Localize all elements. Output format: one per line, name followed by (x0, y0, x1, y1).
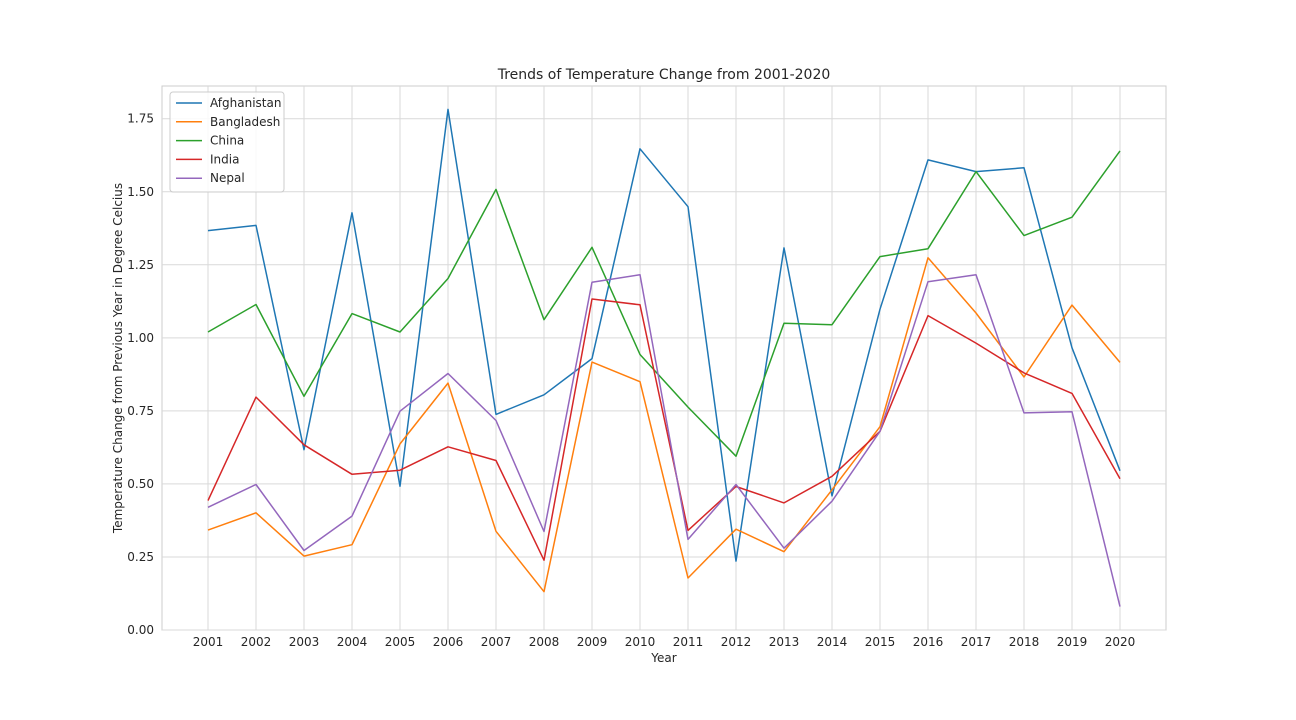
y-tick-label: 0.75 (127, 404, 154, 418)
x-tick-label: 2008 (529, 635, 560, 649)
x-tick-label: 2019 (1057, 635, 1088, 649)
x-tick-label: 2003 (289, 635, 320, 649)
series-line-china (207, 150, 1121, 457)
x-tick-label: 2012 (721, 635, 752, 649)
legend-label: China (210, 134, 244, 148)
legend: Afghanistan Bangladesh China India Nepal (169, 91, 285, 193)
grid (162, 86, 1166, 631)
series-lines (207, 108, 1121, 607)
x-tick-label: 2002 (241, 635, 272, 649)
x-tick-label: 2001 (193, 635, 224, 649)
y-tick-label: 0.00 (127, 623, 154, 637)
chart-title: Trends of Temperature Change from 2001-2… (497, 67, 831, 83)
y-tick-label: 1.50 (127, 185, 154, 199)
x-tick-label: 2006 (433, 635, 464, 649)
y-tick-labels: 0.00 0.25 0.50 0.75 1.00 1.25 1.50 1.75 (127, 112, 154, 637)
x-tick-label: 2009 (577, 635, 608, 649)
x-tick-label: 2020 (1105, 635, 1136, 649)
x-tick-label: 2004 (337, 635, 368, 649)
x-axis-label: Year (650, 651, 676, 665)
x-tick-label: 2015 (865, 635, 896, 649)
x-tick-label: 2017 (961, 635, 992, 649)
legend-label: India (210, 152, 239, 166)
y-tick-label: 1.00 (127, 331, 154, 345)
series-line-bangladesh (207, 257, 1121, 593)
x-tick-label: 2014 (817, 635, 848, 649)
x-tick-label: 2011 (673, 635, 704, 649)
series-line-afghanistan (207, 108, 1121, 562)
x-tick-labels: 2001 2002 2003 2004 2005 2006 2007 2008 2009 2010… (193, 635, 1136, 649)
x-tick-label: 2010 (625, 635, 656, 649)
x-tick-label: 2016 (913, 635, 944, 649)
legend-box (169, 91, 285, 193)
y-tick-label: 0.50 (127, 477, 154, 491)
plot-area (161, 85, 1167, 631)
x-tick-label: 2007 (481, 635, 512, 649)
y-tick-label: 1.75 (127, 112, 154, 126)
legend-label: Afghanistan (210, 96, 281, 110)
legend-label: Nepal (210, 171, 245, 185)
y-axis-label: Temperature Change from Previous Year in… (111, 183, 125, 534)
x-tick-label: 2013 (769, 635, 800, 649)
x-tick-label: 2018 (1009, 635, 1040, 649)
legend-label: Bangladesh (210, 115, 280, 129)
y-tick-label: 0.25 (127, 550, 154, 564)
y-tick-label: 1.25 (127, 258, 154, 272)
series-line-nepal (207, 273, 1121, 607)
series-line-india (207, 298, 1121, 561)
x-tick-label: 2005 (385, 635, 416, 649)
